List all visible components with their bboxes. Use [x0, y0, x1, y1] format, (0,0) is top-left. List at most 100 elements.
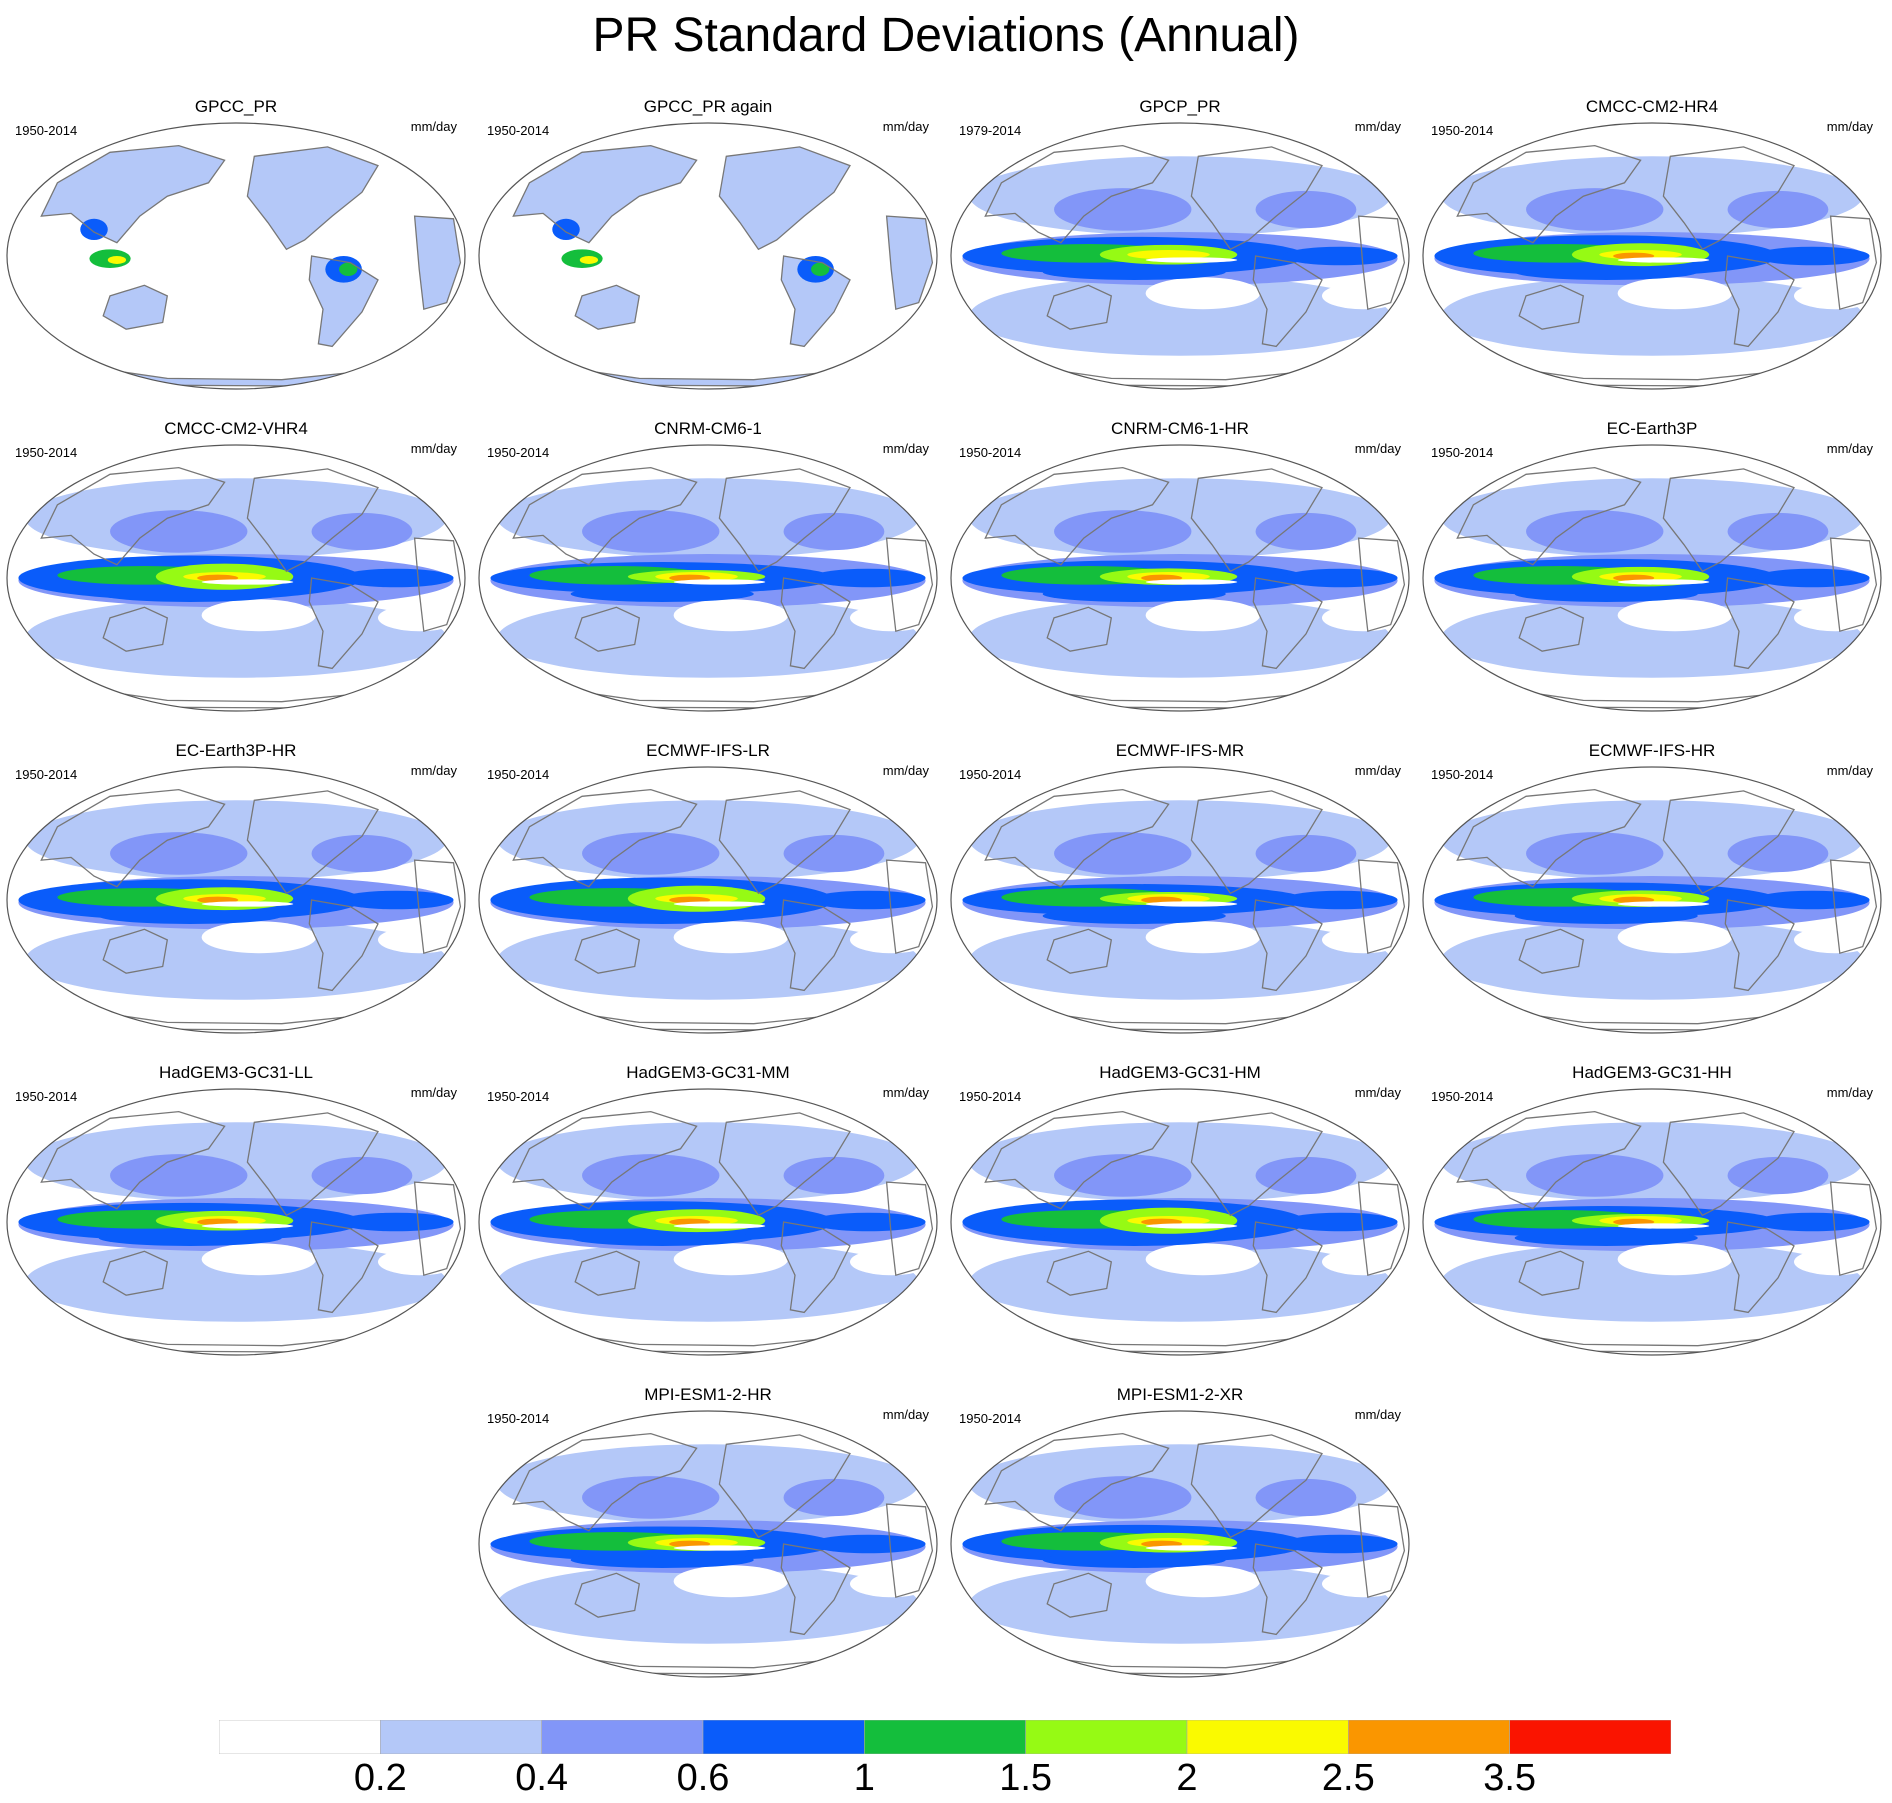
coastline-namerica: [246, 790, 379, 895]
map-panel: CNRM-CM6-1 1950-2014 mm/day: [477, 419, 939, 719]
coastline-namerica: [246, 468, 379, 573]
panel-units: mm/day: [410, 119, 457, 134]
field-natl-storm: [783, 1156, 885, 1195]
field-cold-tongue: [1617, 901, 1710, 907]
panel-units: mm/day: [882, 763, 929, 778]
map-panel: HadGEM3-GC31-MM 1950-2014 mm/day: [477, 1063, 939, 1363]
contour-field: [962, 156, 1405, 356]
coastline-australia: [102, 284, 169, 330]
coastline-samerica: [1252, 1543, 1323, 1636]
coastline-namerica: [718, 1434, 851, 1539]
map-plot: [6, 122, 466, 390]
coastline-africa: [1357, 859, 1406, 955]
panel-period: 1950-2014: [959, 445, 1022, 460]
coastline-namerica: [1662, 468, 1795, 573]
field-dry-satl: [377, 1248, 461, 1276]
field-natl-storm: [783, 512, 885, 551]
coastline-africa: [413, 859, 462, 955]
coastline-africa: [1829, 215, 1878, 311]
map-panel: HadGEM3-GC31-LL 1950-2014 mm/day: [5, 1063, 467, 1363]
field-atl-itcz: [1283, 890, 1398, 910]
contour-field: [962, 800, 1405, 1000]
coastline-asia: [1456, 144, 1642, 244]
coastline-africa: [1829, 859, 1878, 955]
field-cold-tongue: [1145, 1545, 1238, 1551]
map-frame: [6, 1088, 466, 1356]
land-fill-australia: [103, 285, 168, 330]
field-dry-sepac: [673, 599, 789, 632]
contour-field: [18, 1122, 461, 1322]
map-panel: EC-Earth3P 1950-2014 mm/day: [1421, 419, 1883, 719]
panel-period: 1950-2014: [487, 445, 550, 460]
panel-period: 1979-2014: [959, 123, 1022, 138]
land-fill-africa: [886, 216, 933, 310]
field-cold-tongue: [673, 1545, 766, 1551]
map-background: [7, 123, 465, 389]
coastline-asia: [40, 466, 226, 566]
field-spcz: [570, 1551, 754, 1568]
field-cpac-core: [1127, 250, 1210, 260]
map-frame: [6, 766, 466, 1034]
field-natl-storm: [1727, 834, 1829, 873]
panel-title: MPI-ESM1-2-XR: [1116, 1385, 1244, 1404]
map-panel: EC-Earth3P-HR 1950-2014 mm/day: [5, 741, 467, 1041]
panel-period: 1950-2014: [15, 767, 78, 782]
field-atl-itcz: [811, 1212, 926, 1232]
field-cold-tongue: [201, 1223, 294, 1229]
field-dry-satl: [849, 604, 933, 632]
map-panel: ECMWF-IFS-HR 1950-2014 mm/day: [1421, 741, 1883, 1041]
map-frame: [1422, 766, 1882, 1034]
coastline-africa: [1357, 215, 1406, 311]
panel-title: GPCC_PR again: [643, 97, 773, 116]
map-plot: [6, 766, 466, 1034]
field-cold-tongue: [1617, 257, 1710, 263]
map-panel: GPCP_PR 1979-2014 mm/day: [949, 97, 1411, 397]
field-natl-storm: [311, 1156, 413, 1195]
field-dry-satl: [1321, 282, 1405, 310]
field-natl-storm: [1255, 512, 1357, 551]
field-spcz: [1042, 1229, 1226, 1246]
field-natl-storm: [1255, 834, 1357, 873]
field-spcz: [570, 585, 754, 602]
contour-field: [490, 1444, 933, 1644]
panel-title: EC-Earth3P: [1606, 419, 1698, 438]
coastline-australia: [102, 1250, 169, 1296]
panel-period: 1950-2014: [1431, 767, 1494, 782]
field-atl-itcz: [1755, 568, 1870, 588]
field-npac-storm: [110, 1154, 248, 1197]
coastline-samerica: [1724, 255, 1795, 348]
field-dry-satl: [1321, 926, 1405, 954]
panel-units: mm/day: [1354, 763, 1401, 778]
coastline-asia: [984, 144, 1170, 244]
panel-period: 1950-2014: [487, 1089, 550, 1104]
coastline-namerica: [718, 146, 851, 251]
contour-field: [41, 145, 461, 387]
coastline-samerica: [1252, 255, 1323, 348]
field-natl-storm: [1255, 190, 1357, 229]
coastline-africa: [1829, 537, 1878, 633]
coastline-asia: [984, 466, 1170, 566]
coastline-africa: [1357, 537, 1406, 633]
coastline-asia: [512, 1110, 698, 1210]
map-frame: [478, 1088, 938, 1356]
colorbar-tick-label: 3.5: [1483, 1757, 1537, 1799]
field-cold-tongue: [673, 901, 766, 907]
field-dry-sepac: [673, 1243, 789, 1276]
field-cold-tongue: [1145, 579, 1238, 585]
panel-period: 1950-2014: [959, 1089, 1022, 1104]
panel-title: ECMWF-IFS-MR: [1115, 741, 1245, 760]
panel-period: 1950-2014: [15, 1089, 78, 1104]
panel-period: 1950-2014: [15, 445, 78, 460]
coastline-namerica: [718, 790, 851, 895]
coastline-namerica: [718, 1112, 851, 1217]
coastline-namerica: [1662, 1112, 1795, 1217]
coastline-australia: [574, 928, 641, 974]
map-plot: [950, 1088, 1410, 1356]
field-atl-itcz: [1755, 890, 1870, 910]
field-spcz: [1514, 1229, 1698, 1246]
field-dry-sepac: [1617, 599, 1733, 632]
coastline-namerica: [1190, 468, 1323, 573]
panel-period: 1950-2014: [487, 123, 550, 138]
map-frame: [6, 122, 466, 390]
coastline-samerica: [308, 899, 379, 992]
